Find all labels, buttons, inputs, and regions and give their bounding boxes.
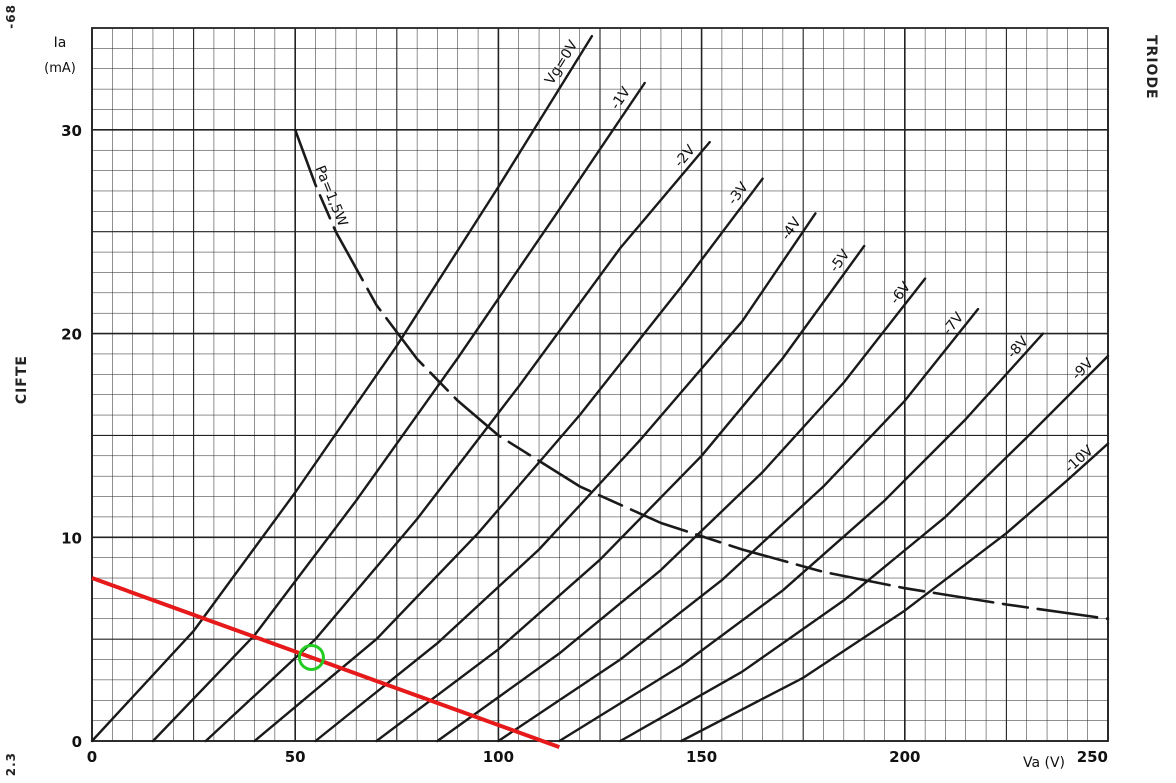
power-curve-label: Pa=1,5W (312, 163, 351, 229)
grid-voltage-curve (497, 307, 980, 743)
x-axis-label: Va (V) (1023, 755, 1065, 771)
operating-point-marker (297, 643, 325, 671)
grid-voltage-curve (436, 277, 927, 743)
load-line (91, 576, 561, 749)
grid-voltage-curve (204, 140, 711, 743)
grid-voltage-curve (558, 332, 1045, 743)
grid-voltage-label: -2V (671, 142, 699, 171)
grid-voltage-curve (375, 244, 866, 743)
overlay (91, 576, 561, 749)
x-tick-label: 150 (686, 748, 717, 766)
grid-voltage-label: -5V (827, 247, 854, 276)
grid-voltage-curve (90, 34, 594, 743)
y-tick-label: 20 (61, 326, 82, 344)
labels: Vg=0V-1V-2V-3V-4V-5V-6V-7V-8V-9V-10VPa=1… (44, 35, 1108, 771)
grid-voltage-label: -4V (778, 214, 805, 243)
grid-voltage-curve (151, 81, 646, 743)
y-axis-unit: (mA) (44, 61, 76, 76)
grid-voltage-label: -6V (887, 279, 914, 308)
y-tick-label: 10 (61, 529, 82, 547)
x-tick-label: 250 (1077, 748, 1108, 766)
grid-voltage-label: -1V (608, 84, 635, 113)
power-dissipation-curve (293, 128, 1110, 621)
x-tick-label: 0 (87, 748, 97, 766)
x-tick-label: 100 (483, 748, 514, 766)
grid-voltage-curve (680, 442, 1110, 743)
grid-voltage-label: -3V (725, 179, 752, 208)
x-tick-label: 200 (889, 748, 920, 766)
grid (91, 27, 1109, 742)
y-tick-label: 0 (72, 733, 82, 751)
grid-voltage-curve (619, 354, 1110, 743)
grid-voltage-label: -8V (1004, 333, 1032, 362)
grid-voltage-curve (314, 212, 817, 743)
y-axis-label: Ia (54, 35, 67, 51)
plate-curves (90, 34, 1110, 743)
y-tick-label: 30 (61, 122, 82, 140)
grid-voltage-curve (253, 177, 764, 743)
plot-frame (91, 27, 1109, 742)
grid-voltage-label: -9V (1069, 355, 1097, 383)
x-tick-label: 50 (285, 748, 306, 766)
section-label-triode: TRIODE (1143, 35, 1159, 100)
